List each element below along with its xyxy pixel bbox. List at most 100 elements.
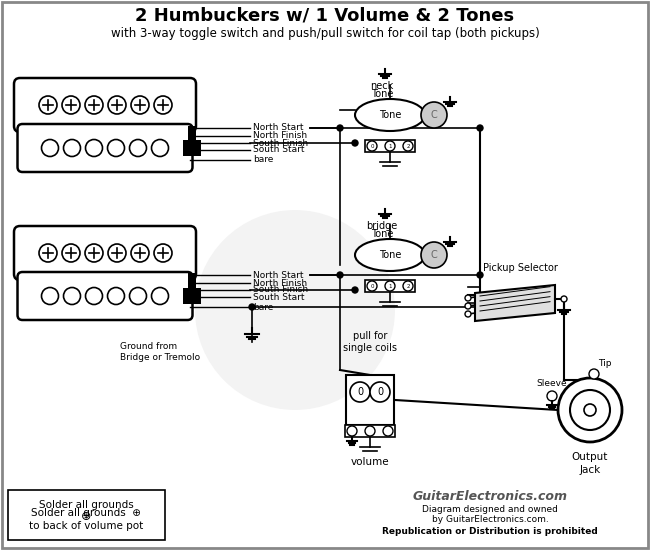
Text: South Finish: South Finish: [253, 285, 308, 294]
Text: volume: volume: [351, 457, 389, 467]
Ellipse shape: [195, 210, 395, 410]
Circle shape: [39, 96, 57, 114]
Bar: [188, 126, 196, 152]
Circle shape: [347, 426, 357, 436]
Circle shape: [108, 96, 126, 114]
Circle shape: [151, 140, 168, 157]
Text: South Start: South Start: [253, 146, 304, 155]
Circle shape: [42, 140, 58, 157]
Circle shape: [385, 281, 395, 291]
Text: North Finish: North Finish: [253, 278, 307, 288]
Bar: [188, 273, 196, 299]
Text: 2: 2: [406, 144, 410, 149]
Text: pull for
single coils: pull for single coils: [343, 331, 397, 353]
Circle shape: [385, 141, 395, 151]
Text: 1: 1: [388, 144, 392, 149]
Text: Solder all grounds: Solder all grounds: [38, 500, 133, 510]
Circle shape: [421, 102, 447, 128]
Circle shape: [584, 404, 596, 416]
Circle shape: [107, 288, 125, 305]
Text: 0: 0: [370, 283, 374, 289]
Circle shape: [383, 426, 393, 436]
Circle shape: [154, 244, 172, 262]
Circle shape: [352, 287, 358, 293]
Circle shape: [131, 96, 149, 114]
Circle shape: [129, 288, 146, 305]
Text: 0: 0: [357, 387, 363, 397]
Text: Output
Jack: Output Jack: [572, 452, 608, 475]
Text: 2: 2: [406, 283, 410, 289]
Circle shape: [107, 140, 125, 157]
Circle shape: [129, 140, 146, 157]
Text: bridge: bridge: [367, 221, 398, 231]
Circle shape: [337, 272, 343, 278]
Bar: [346, 375, 394, 425]
Text: Solder all grounds  ⊕: Solder all grounds ⊕: [31, 508, 141, 518]
FancyBboxPatch shape: [18, 124, 192, 172]
Text: South Finish: South Finish: [253, 139, 308, 147]
Bar: [345, 425, 395, 437]
Text: North Finish: North Finish: [253, 131, 307, 140]
Circle shape: [367, 281, 377, 291]
Text: 2 Humbuckers w/ 1 Volume & 2 Tones: 2 Humbuckers w/ 1 Volume & 2 Tones: [135, 7, 515, 25]
Circle shape: [365, 426, 375, 436]
Bar: [183, 288, 200, 304]
Text: ⊕: ⊕: [81, 509, 91, 522]
Text: with 3-way toggle switch and push/pull switch for coil tap (both pickups): with 3-way toggle switch and push/pull s…: [111, 28, 540, 41]
FancyBboxPatch shape: [14, 226, 196, 280]
Text: North Start: North Start: [253, 124, 304, 133]
Circle shape: [108, 244, 126, 262]
Circle shape: [62, 244, 80, 262]
Text: Diagram designed and owned: Diagram designed and owned: [422, 505, 558, 514]
Text: Tone: Tone: [370, 89, 393, 99]
Circle shape: [403, 281, 413, 291]
FancyBboxPatch shape: [8, 490, 165, 540]
Circle shape: [154, 96, 172, 114]
Text: Tip: Tip: [598, 359, 612, 368]
Circle shape: [151, 288, 168, 305]
Text: Sleeve: Sleeve: [537, 379, 567, 388]
Circle shape: [477, 125, 483, 131]
Circle shape: [370, 382, 390, 402]
Circle shape: [350, 382, 370, 402]
Circle shape: [570, 390, 610, 430]
Text: to back of volume pot: to back of volume pot: [29, 521, 143, 531]
Circle shape: [367, 141, 377, 151]
Circle shape: [561, 296, 567, 302]
Text: Tone: Tone: [379, 250, 401, 260]
Text: C: C: [430, 110, 437, 120]
Circle shape: [64, 140, 81, 157]
Text: 1: 1: [388, 283, 392, 289]
Circle shape: [465, 311, 471, 317]
Circle shape: [86, 140, 103, 157]
Text: bare: bare: [253, 156, 274, 164]
Circle shape: [85, 244, 103, 262]
Circle shape: [465, 295, 471, 301]
Text: GuitarElectronics.com: GuitarElectronics.com: [413, 490, 567, 503]
Circle shape: [86, 288, 103, 305]
Circle shape: [62, 96, 80, 114]
Text: bare: bare: [253, 302, 274, 311]
Circle shape: [85, 96, 103, 114]
Ellipse shape: [355, 239, 425, 271]
Text: 0: 0: [377, 387, 383, 397]
Circle shape: [131, 244, 149, 262]
Text: Republication or Distribution is prohibited: Republication or Distribution is prohibi…: [382, 527, 598, 536]
Circle shape: [421, 242, 447, 268]
FancyBboxPatch shape: [14, 78, 196, 132]
Circle shape: [249, 304, 255, 310]
Circle shape: [403, 141, 413, 151]
Circle shape: [64, 288, 81, 305]
Bar: [365, 140, 415, 152]
Circle shape: [42, 288, 58, 305]
Text: South Start: South Start: [253, 293, 304, 301]
Circle shape: [547, 391, 557, 401]
Circle shape: [39, 244, 57, 262]
Text: Ground from
Bridge or Tremolo: Ground from Bridge or Tremolo: [120, 342, 200, 362]
Text: C: C: [430, 250, 437, 260]
Text: Tone: Tone: [379, 110, 401, 120]
Text: Pickup Selector: Pickup Selector: [482, 263, 558, 273]
Circle shape: [477, 272, 483, 278]
Circle shape: [465, 303, 471, 309]
FancyBboxPatch shape: [18, 272, 192, 320]
